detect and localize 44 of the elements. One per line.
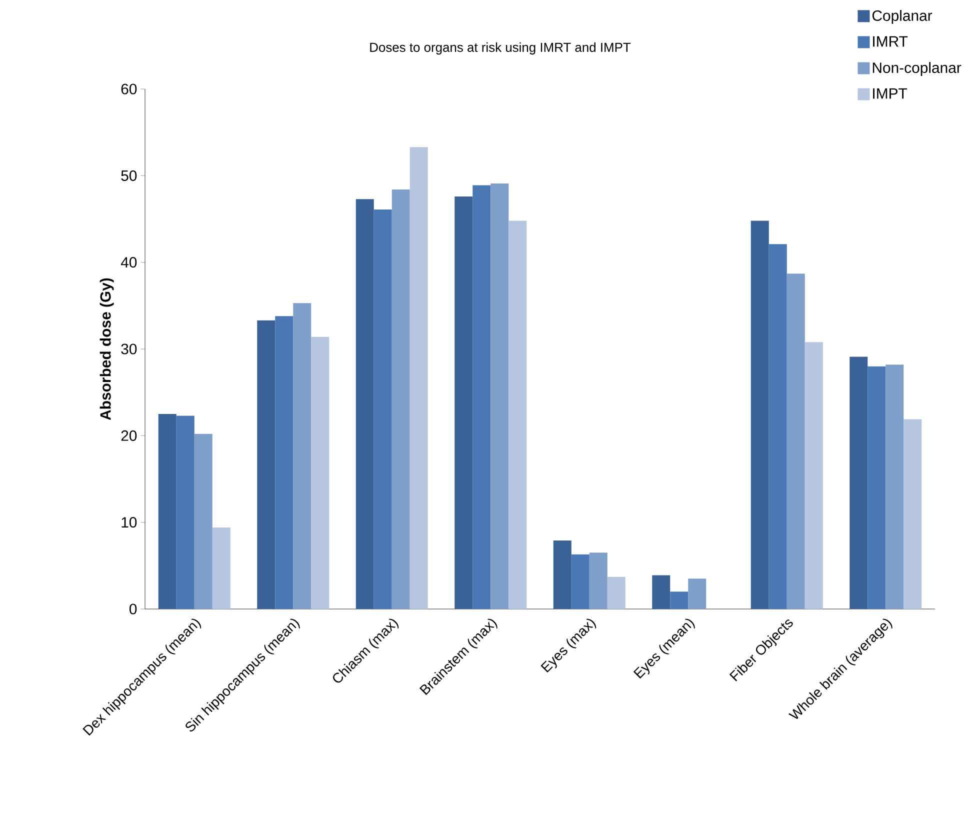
- y-tick-label: 10: [122, 517, 137, 528]
- bar: [688, 578, 706, 609]
- bar: [886, 364, 904, 609]
- bar: [158, 414, 176, 609]
- bar: [454, 196, 473, 609]
- chart-title: Doses to organs at risk using IMRT and IMPT: [370, 42, 631, 54]
- bar: [652, 575, 670, 609]
- bar: [257, 320, 276, 609]
- bar: [850, 356, 868, 609]
- bar: [472, 185, 491, 609]
- bar: [356, 199, 374, 609]
- bar: [553, 540, 572, 609]
- bar: [750, 220, 769, 609]
- bar: [176, 416, 194, 609]
- bar: [392, 190, 410, 609]
- y-tick-label: 40: [120, 257, 137, 268]
- y-tick-label: 0: [129, 604, 137, 614]
- bar: [311, 336, 330, 609]
- bar: [374, 209, 392, 609]
- bar: [490, 183, 509, 609]
- bar: [293, 303, 312, 609]
- y-tick-label: 50: [121, 170, 137, 181]
- legend-label: IMRT: [873, 36, 908, 47]
- bar: [768, 244, 787, 609]
- bar: [410, 147, 428, 609]
- legend-label: IMPT: [873, 88, 908, 99]
- y-axis-title: Absorbed dose (Gy): [100, 278, 114, 420]
- bar: [786, 274, 805, 609]
- bar: [275, 316, 294, 609]
- bar: [607, 576, 626, 609]
- y-tick-label: 30: [121, 344, 137, 354]
- bar: [904, 419, 922, 609]
- legend-label: Coplanar: [872, 10, 932, 24]
- bar: [589, 552, 608, 609]
- bar: [508, 220, 527, 609]
- bar: [868, 366, 886, 609]
- legend-label: Non-coplanar: [872, 62, 962, 76]
- bar: [571, 554, 590, 609]
- bar: [804, 342, 823, 609]
- bar: [670, 592, 688, 609]
- y-tick-label: 60: [121, 84, 137, 94]
- bar: [194, 434, 212, 609]
- bar: [212, 528, 230, 609]
- y-tick-label: 20: [121, 430, 137, 441]
